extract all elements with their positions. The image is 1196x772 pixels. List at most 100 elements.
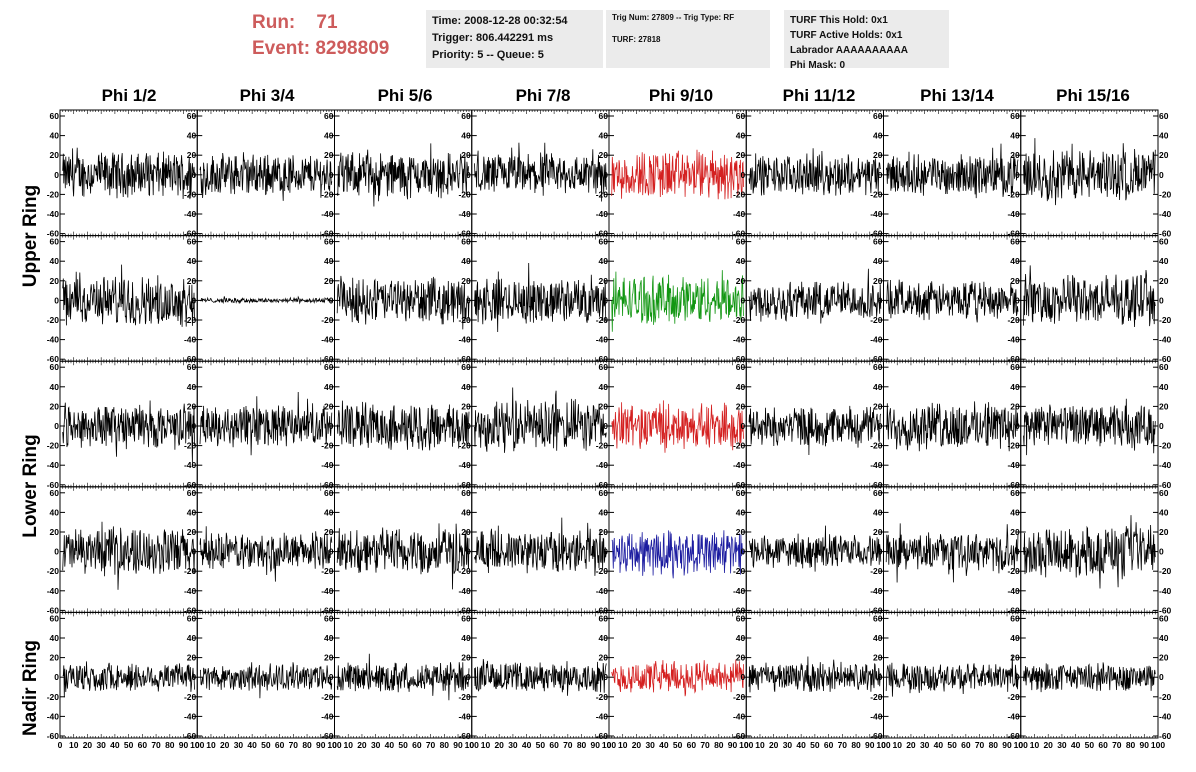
y-tick-label: 0 bbox=[329, 170, 334, 180]
y-tick-label: 0 bbox=[54, 547, 59, 557]
y-tick-label: -60 bbox=[733, 354, 746, 364]
y-tick-label: -40 bbox=[184, 460, 197, 470]
waveform-trace bbox=[748, 656, 882, 693]
y-tick-label: 60 bbox=[1159, 237, 1169, 247]
y-tick-label: 0 bbox=[54, 421, 59, 431]
y-tick-label: 60 bbox=[461, 613, 471, 623]
x-tick-label: 0 bbox=[469, 740, 474, 750]
y-tick-label: -60 bbox=[47, 605, 60, 615]
y-tick-label: 40 bbox=[599, 382, 609, 392]
y-tick-label: 60 bbox=[187, 111, 197, 121]
y-tick-label: -40 bbox=[47, 460, 60, 470]
y-tick-label: 40 bbox=[461, 507, 471, 517]
waveform-trace bbox=[474, 142, 607, 202]
y-tick-label: -60 bbox=[321, 354, 334, 364]
waveform-trace bbox=[748, 148, 881, 196]
y-tick-label: 0 bbox=[329, 295, 334, 305]
y-tick-label: -20 bbox=[870, 692, 883, 702]
y-tick-label: 40 bbox=[50, 507, 60, 517]
y-tick-label: 60 bbox=[1010, 488, 1020, 498]
x-tick-label: 10 bbox=[755, 740, 765, 750]
y-tick-label: -20 bbox=[1159, 315, 1172, 325]
y-tick-label: 60 bbox=[736, 488, 746, 498]
x-tick-label: 40 bbox=[522, 740, 532, 750]
y-tick-label: -60 bbox=[870, 605, 883, 615]
y-tick-label: -20 bbox=[870, 189, 883, 199]
y-tick-label: 60 bbox=[50, 237, 60, 247]
x-tick-label: 20 bbox=[769, 740, 779, 750]
y-tick-label: 20 bbox=[599, 150, 609, 160]
y-tick-label: -40 bbox=[596, 586, 609, 596]
y-tick-label: 0 bbox=[603, 295, 608, 305]
y-tick-label: 40 bbox=[1010, 131, 1020, 141]
y-tick-label: 20 bbox=[873, 527, 883, 537]
waveform-trace bbox=[474, 262, 607, 333]
x-tick-label: 100 bbox=[876, 740, 890, 750]
x-tick-label: 90 bbox=[728, 740, 738, 750]
x-tick-label: 40 bbox=[110, 740, 120, 750]
y-tick-label: 40 bbox=[736, 633, 746, 643]
y-tick-label: 0 bbox=[329, 547, 334, 557]
y-tick-label: 40 bbox=[50, 256, 60, 266]
run-label: Run: bbox=[252, 12, 296, 33]
x-tick-label: 70 bbox=[563, 740, 573, 750]
waveform-trace bbox=[1023, 138, 1156, 206]
panel-frame bbox=[334, 486, 473, 613]
y-tick-label: -20 bbox=[184, 692, 197, 702]
x-tick-label: 0 bbox=[607, 740, 612, 750]
y-tick-label: -40 bbox=[184, 586, 197, 596]
y-tick-label: 0 bbox=[466, 421, 471, 431]
y-tick-label: 40 bbox=[324, 131, 334, 141]
y-tick-label: 20 bbox=[324, 150, 334, 160]
y-tick-label: 40 bbox=[599, 507, 609, 517]
trig-info-box: Trig Num: 27809 -- Trig Type: RF TURF: 2… bbox=[606, 10, 770, 68]
y-tick-label: 40 bbox=[599, 633, 609, 643]
y-tick-label: -60 bbox=[596, 731, 609, 741]
y-tick-label: 0 bbox=[603, 170, 608, 180]
y-tick-label: 40 bbox=[324, 507, 334, 517]
y-tick-label: 60 bbox=[1159, 111, 1169, 121]
y-tick-label: -60 bbox=[184, 731, 197, 741]
waveform-trace bbox=[62, 147, 195, 200]
y-tick-label: 20 bbox=[736, 276, 746, 286]
y-tick-label: 0 bbox=[603, 547, 608, 557]
x-tick-label: 40 bbox=[385, 740, 395, 750]
y-tick-label: 60 bbox=[1010, 237, 1020, 247]
y-tick-label: -40 bbox=[47, 209, 60, 219]
y-tick-label: 60 bbox=[461, 237, 471, 247]
y-tick-label: 40 bbox=[461, 256, 471, 266]
y-tick-label: -20 bbox=[184, 441, 197, 451]
y-tick-label: 60 bbox=[599, 111, 609, 121]
y-tick-label: -40 bbox=[733, 586, 746, 596]
x-tick-label: 0 bbox=[58, 740, 63, 750]
y-tick-label: 0 bbox=[878, 547, 883, 557]
y-tick-label: 20 bbox=[187, 150, 197, 160]
y-tick-label: -40 bbox=[458, 209, 471, 219]
y-tick-label: -60 bbox=[733, 229, 746, 239]
y-tick-label: -60 bbox=[184, 229, 197, 239]
y-tick-label: 40 bbox=[736, 507, 746, 517]
y-tick-label: -20 bbox=[184, 189, 197, 199]
y-tick-label: 40 bbox=[187, 131, 197, 141]
y-tick-label: -20 bbox=[1159, 441, 1172, 451]
y-tick-label: 0 bbox=[192, 672, 197, 682]
y-tick-label: 20 bbox=[187, 527, 197, 537]
y-tick-label: -60 bbox=[321, 480, 334, 490]
x-tick-label: 90 bbox=[865, 740, 875, 750]
y-tick-label: -60 bbox=[596, 354, 609, 364]
y-tick-label: -20 bbox=[1159, 566, 1172, 576]
y-tick-label: 40 bbox=[873, 131, 883, 141]
y-tick-label: -40 bbox=[1159, 209, 1172, 219]
y-tick-label: 20 bbox=[736, 527, 746, 537]
y-tick-label: -60 bbox=[458, 480, 471, 490]
y-tick-label: 40 bbox=[187, 507, 197, 517]
waveform-trace bbox=[336, 275, 470, 330]
y-tick-label: -40 bbox=[870, 460, 883, 470]
y-tick-label: -20 bbox=[1007, 441, 1020, 451]
y-tick-label: 60 bbox=[736, 362, 746, 372]
y-tick-label: -40 bbox=[870, 335, 883, 345]
y-tick-label: 60 bbox=[187, 362, 197, 372]
phi-header-7: Phi 13/14 bbox=[920, 86, 994, 105]
y-tick-label: 0 bbox=[878, 295, 883, 305]
y-tick-label: -20 bbox=[1007, 566, 1020, 576]
